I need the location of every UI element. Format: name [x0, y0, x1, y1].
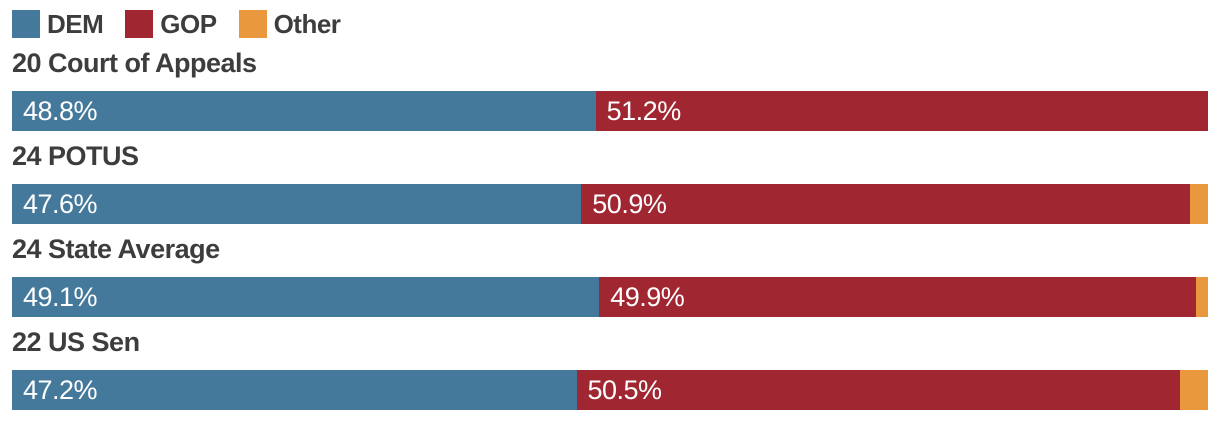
legend-label-gop: GOP [160, 9, 217, 39]
stacked-bar: 47.2% 50.5% [12, 370, 1208, 410]
row-title: 24 POTUS [12, 141, 139, 171]
stacked-bar: 48.8% 51.2% [12, 91, 1208, 131]
bar-segment-dem: 49.1% [12, 277, 600, 317]
bar-segment-gop: 50.5% [576, 370, 1181, 410]
other-swatch-icon [238, 10, 267, 38]
bar-segment-other [1180, 370, 1208, 410]
bar-value-label-gop: 50.5% [587, 374, 663, 405]
bar-value-label-gop: 51.2% [606, 95, 682, 126]
dem-swatch-icon [12, 10, 40, 38]
chart-row-state-average: 24 State Average 49.1% 49.9% [12, 234, 1208, 317]
chart-row-court-of-appeals: 20 Court of Appeals 48.8% 51.2% [12, 48, 1208, 131]
gop-swatch-icon [125, 10, 154, 38]
row-title: 24 State Average [12, 234, 220, 264]
bar-value-label-dem: 47.6% [23, 188, 98, 219]
bar-segment-gop: 50.9% [581, 184, 1191, 224]
stacked-bar: 47.6% 50.9% [12, 184, 1208, 224]
bar-segment-other [1196, 277, 1208, 317]
bar-segment-other [1190, 184, 1208, 224]
bar-value-label-gop: 49.9% [610, 281, 685, 312]
chart-row-potus: 24 POTUS 47.6% 50.9% [12, 141, 1208, 224]
legend-label-dem: DEM [47, 9, 104, 39]
row-title: 22 US Sen [12, 327, 140, 357]
bar-segment-dem: 47.6% [12, 184, 582, 224]
legend: DEM GOP Other [12, 10, 1208, 38]
legend-item-gop: GOP [125, 9, 217, 39]
legend-item-dem: DEM [12, 9, 104, 39]
bar-segment-dem: 48.8% [12, 91, 596, 131]
bar-value-label-dem: 48.8% [23, 95, 98, 126]
bar-value-label-gop: 50.9% [592, 188, 667, 219]
bar-value-label-dem: 47.2% [23, 374, 98, 405]
legend-item-other: Other [238, 9, 341, 39]
stacked-bar: 49.1% 49.9% [12, 277, 1208, 317]
bar-segment-gop: 51.2% [595, 91, 1208, 131]
chart-row-us-sen: 22 US Sen 47.2% 50.5% [12, 327, 1208, 410]
bar-segment-dem: 47.2% [12, 370, 577, 410]
bar-segment-gop: 49.9% [599, 277, 1197, 317]
bar-value-label-dem: 49.1% [23, 281, 98, 312]
row-title: 20 Court of Appeals [12, 48, 257, 78]
legend-label-other: Other [273, 9, 341, 39]
